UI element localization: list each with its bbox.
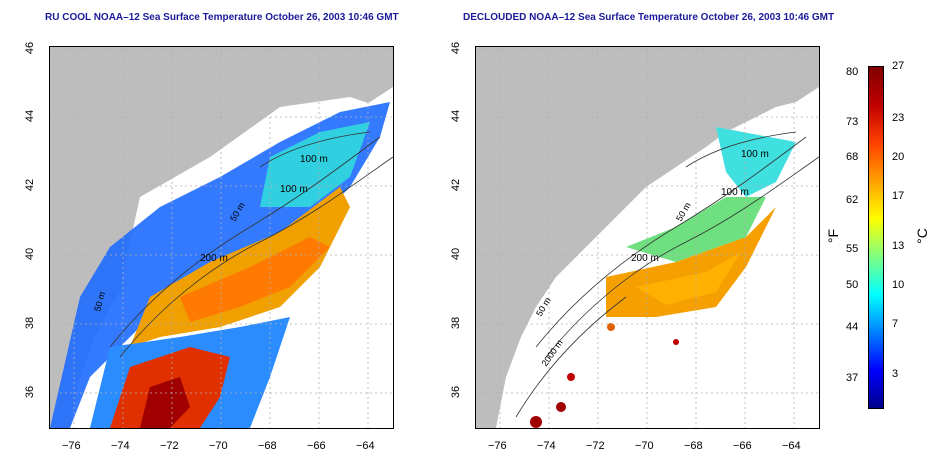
y-tick-label: 46	[24, 41, 37, 55]
x-tick-label: −74	[537, 440, 556, 452]
contour-label: 200 m	[200, 253, 228, 264]
c-tick-label: 27	[892, 60, 905, 72]
right-sst-map: 100 m 100 m 50 m 200 m 50 m 2000 m	[475, 46, 820, 429]
right-map-title: DECLOUDED NOAA–12 Sea Surface Temperatur…	[463, 12, 835, 23]
left-map-title: RU COOL NOAA–12 Sea Surface Temperature …	[45, 12, 399, 23]
land-mass	[476, 47, 819, 428]
contour-label: 100 m	[300, 154, 328, 165]
fahrenheit-unit-label: °F	[825, 228, 842, 244]
y-tick-label: 44	[24, 109, 37, 123]
f-tick-label: 73	[846, 116, 859, 128]
y-tick-label: 36	[450, 385, 463, 399]
f-tick-label: 62	[846, 194, 859, 206]
x-tick-label: −74	[111, 440, 130, 452]
y-tick-label: 38	[24, 316, 37, 330]
x-tick-label: −72	[586, 440, 605, 452]
c-tick-label: 23	[892, 112, 905, 124]
y-tick-label: 42	[450, 178, 463, 192]
y-tick-label: 36	[24, 385, 37, 399]
y-tick-label: 40	[24, 247, 37, 261]
f-tick-label: 68	[846, 151, 859, 163]
contour-label: 2000 m	[539, 338, 564, 368]
c-tick-label: 17	[892, 190, 905, 202]
y-tick-label: 38	[450, 316, 463, 330]
land-mass	[50, 47, 393, 428]
x-tick-label: −64	[356, 440, 375, 452]
left-sst-map: 100 m 100 m 50 m 200 m 50 m	[49, 46, 394, 429]
contour-label: 100 m	[721, 187, 749, 198]
x-tick-label: −70	[635, 440, 654, 452]
x-tick-label: −70	[209, 440, 228, 452]
left-map-canvas: 100 m 100 m 50 m 200 m 50 m	[50, 47, 393, 428]
y-tick-label: 42	[24, 178, 37, 192]
x-tick-label: −68	[684, 440, 703, 452]
f-tick-label: 50	[846, 279, 859, 291]
f-tick-label: 55	[846, 243, 859, 255]
x-tick-label: −72	[160, 440, 179, 452]
contour-label: 100 m	[280, 184, 308, 195]
celsius-unit-label: °C	[913, 228, 930, 244]
y-tick-label: 46	[450, 41, 463, 55]
x-tick-label: −66	[307, 440, 326, 452]
c-tick-label: 7	[892, 318, 899, 330]
x-tick-label: −76	[62, 440, 81, 452]
x-tick-label: −64	[782, 440, 801, 452]
f-tick-label: 37	[846, 372, 859, 384]
x-tick-label: −66	[733, 440, 752, 452]
c-tick-label: 3	[892, 368, 899, 380]
right-map-canvas: 100 m 100 m 50 m 200 m 50 m 2000 m	[476, 47, 819, 428]
c-tick-label: 10	[892, 279, 905, 291]
y-tick-label: 40	[450, 247, 463, 261]
x-tick-label: −68	[258, 440, 277, 452]
contour-label: 200 m	[631, 253, 659, 264]
f-tick-label: 44	[846, 321, 859, 333]
temperature-colorbar	[868, 66, 884, 409]
f-tick-label: 80	[846, 66, 859, 78]
x-tick-label: −76	[488, 440, 507, 452]
contour-label: 100 m	[741, 149, 769, 160]
y-tick-label: 44	[450, 109, 463, 123]
c-tick-label: 13	[892, 240, 905, 252]
c-tick-label: 20	[892, 151, 905, 163]
